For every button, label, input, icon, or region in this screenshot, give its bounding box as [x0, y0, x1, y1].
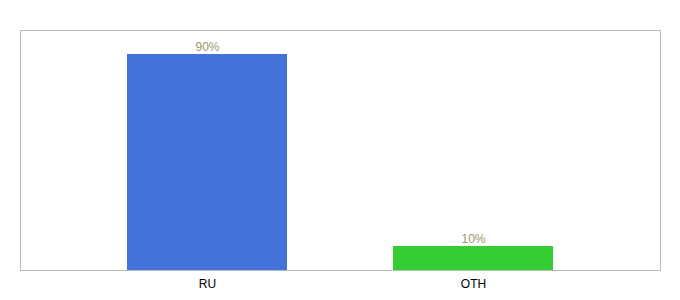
svg-text:OTH: OTH — [461, 277, 486, 291]
svg-text:90%: 90% — [195, 40, 219, 54]
svg-text:10%: 10% — [461, 232, 485, 246]
svg-text:RU: RU — [199, 277, 216, 291]
